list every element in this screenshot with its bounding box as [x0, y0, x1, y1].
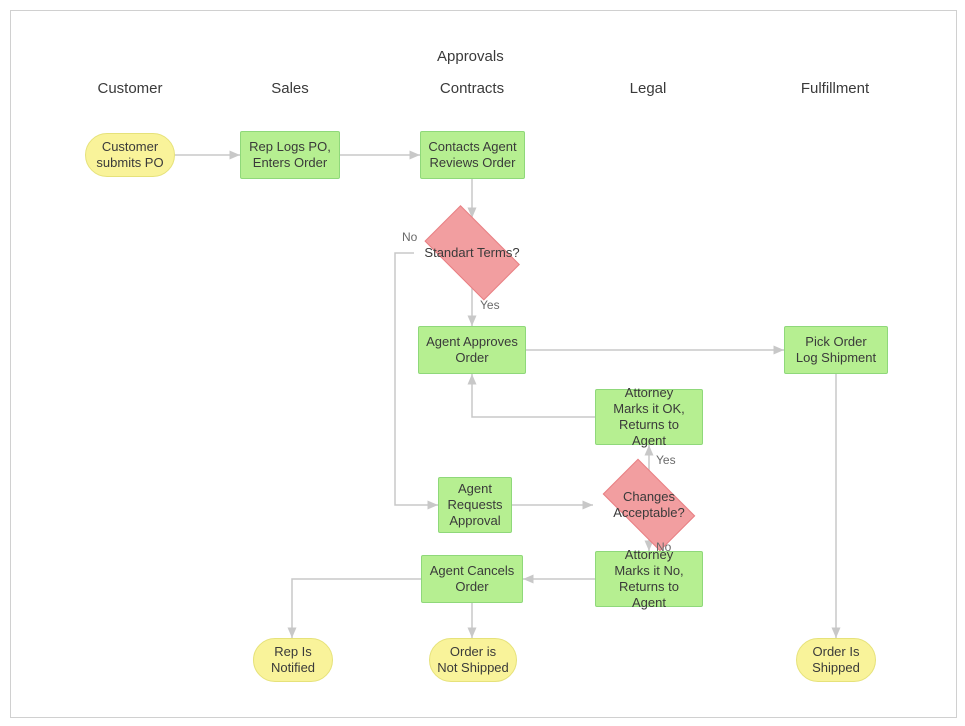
node-agent_approves: Agent ApprovesOrder — [418, 326, 526, 374]
node-attorney_ok: AttorneyMarks it OK,Returns to Agent — [595, 389, 703, 445]
node-label: AttorneyMarks it OK,Returns to Agent — [602, 385, 696, 450]
diagram-title: Approvals — [437, 48, 504, 65]
node-label: Pick OrderLog Shipment — [796, 334, 876, 367]
node-label: Agent CancelsOrder — [430, 563, 515, 596]
node-label: Rep Logs PO,Enters Order — [249, 139, 331, 172]
node-label: Order isNot Shipped — [437, 644, 509, 677]
edge-label-e8: Yes — [656, 453, 676, 467]
node-order_shipped: Order IsShipped — [796, 638, 876, 682]
node-not_shipped: Order isNot Shipped — [429, 638, 517, 682]
edge-label-e5: No — [402, 230, 417, 244]
node-agent_requests: AgentRequestsApproval — [438, 477, 512, 533]
node-rep_logs: Rep Logs PO,Enters Order — [240, 131, 340, 179]
swimlane-label-sales: Sales — [230, 80, 350, 97]
node-label: ChangesAcceptable? — [613, 489, 685, 522]
node-changes_accept: ChangesAcceptable? — [593, 471, 705, 539]
node-submits_po: Customersubmits PO — [85, 133, 175, 177]
node-label: Rep IsNotified — [271, 644, 315, 677]
node-agent_cancels: Agent CancelsOrder — [421, 555, 523, 603]
swimlane-label-customer: Customer — [70, 80, 190, 97]
node-label: Customersubmits PO — [96, 139, 163, 172]
node-label: Order IsShipped — [812, 644, 860, 677]
node-label: Agent ApprovesOrder — [426, 334, 518, 367]
node-attorney_no: AttorneyMarks it No,Returns to Agent — [595, 551, 703, 607]
edge-label-e10: No — [656, 540, 671, 554]
swimlane-label-legal: Legal — [588, 80, 708, 97]
swimlane-label-contracts: Contracts — [412, 80, 532, 97]
node-rep_notified: Rep IsNotified — [253, 638, 333, 682]
node-label: AgentRequestsApproval — [448, 481, 503, 530]
node-standard_terms: Standart Terms? — [414, 218, 530, 288]
node-label: Standart Terms? — [424, 245, 519, 261]
node-pick_order: Pick OrderLog Shipment — [784, 326, 888, 374]
node-label: Contacts AgentReviews Order — [428, 139, 516, 172]
node-label: AttorneyMarks it No,Returns to Agent — [602, 547, 696, 612]
swimlane-label-fulfillment: Fulfillment — [775, 80, 895, 97]
edge-label-e4: Yes — [480, 298, 500, 312]
node-reviews_order: Contacts AgentReviews Order — [420, 131, 525, 179]
